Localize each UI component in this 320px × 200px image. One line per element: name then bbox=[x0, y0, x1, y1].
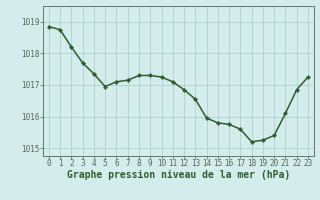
X-axis label: Graphe pression niveau de la mer (hPa): Graphe pression niveau de la mer (hPa) bbox=[67, 170, 290, 180]
